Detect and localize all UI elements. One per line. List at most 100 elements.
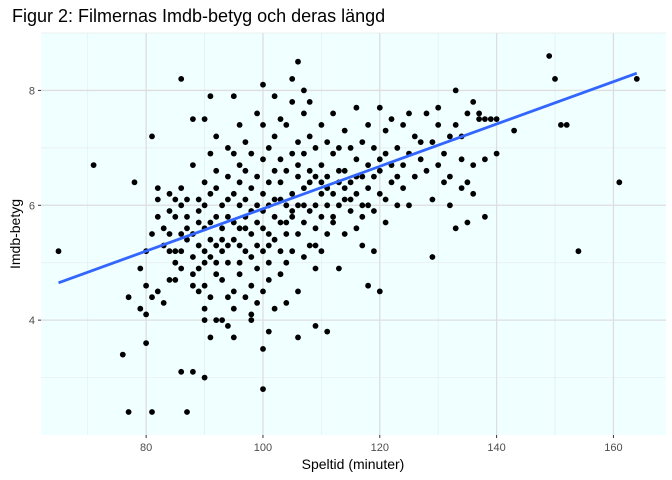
data-point <box>476 110 482 117</box>
data-point <box>388 179 395 186</box>
data-point <box>423 167 430 174</box>
chart-title: Figur 2: Filmernas Imdb-betyg och deras … <box>12 6 385 26</box>
data-point <box>271 133 278 140</box>
data-point <box>447 173 453 180</box>
data-point <box>213 271 220 278</box>
data-point <box>376 104 383 111</box>
data-point <box>201 374 208 381</box>
data-point <box>225 196 231 203</box>
y-axis-ticks: 4 6 8 <box>29 85 41 327</box>
data-point <box>260 190 266 197</box>
data-point <box>242 167 249 174</box>
data-point <box>318 179 325 186</box>
data-point <box>230 236 237 243</box>
x-tick-label: 80 <box>140 442 152 454</box>
data-point <box>195 219 202 226</box>
data-point <box>347 196 354 203</box>
data-point <box>400 122 406 128</box>
data-point <box>236 179 243 186</box>
plot-panel <box>41 33 666 435</box>
data-point <box>172 213 179 220</box>
data-point <box>225 242 231 249</box>
data-point <box>178 248 185 255</box>
data-point <box>330 219 336 226</box>
data-point <box>289 248 296 255</box>
data-point <box>254 242 260 249</box>
data-point <box>435 122 442 128</box>
data-point <box>184 213 190 220</box>
data-point <box>254 110 260 117</box>
data-point <box>172 196 179 203</box>
data-point <box>213 185 220 192</box>
data-point <box>289 99 296 105</box>
data-point <box>149 294 155 301</box>
data-point <box>371 145 377 151</box>
data-point <box>207 334 214 341</box>
data-point <box>312 202 319 209</box>
data-point <box>563 122 570 128</box>
data-point <box>125 294 132 301</box>
data-point <box>154 196 161 203</box>
data-point <box>476 116 482 122</box>
data-point <box>382 127 389 134</box>
data-point <box>283 219 290 226</box>
data-point <box>388 116 395 122</box>
data-point <box>376 156 383 163</box>
data-point <box>219 202 226 209</box>
data-point <box>260 248 266 255</box>
data-point <box>248 150 255 157</box>
data-point <box>219 225 226 232</box>
data-point <box>452 122 459 128</box>
data-point <box>154 185 161 192</box>
data-point <box>324 173 331 180</box>
data-point <box>435 104 442 111</box>
data-point <box>359 173 366 180</box>
data-point <box>201 259 208 266</box>
y-tick-label: 8 <box>29 85 35 97</box>
data-point <box>254 265 260 272</box>
data-point <box>242 294 249 301</box>
data-point <box>283 231 290 237</box>
y-tick-label: 6 <box>29 200 35 212</box>
data-point <box>225 173 231 180</box>
data-point <box>376 288 383 295</box>
data-point <box>452 87 459 94</box>
data-point <box>195 288 202 295</box>
data-point <box>301 202 307 209</box>
data-point <box>184 196 190 203</box>
data-point <box>178 185 185 192</box>
data-point <box>382 196 389 203</box>
data-point <box>301 254 307 260</box>
data-point <box>271 213 278 220</box>
data-point <box>242 248 249 255</box>
data-point <box>359 139 366 146</box>
data-point <box>149 409 155 415</box>
trend-line <box>58 71 638 285</box>
data-point <box>429 139 436 146</box>
data-point <box>347 179 354 186</box>
data-point <box>254 300 260 306</box>
data-point <box>575 248 582 255</box>
data-point <box>236 202 243 209</box>
data-point <box>341 231 348 237</box>
data-point <box>230 150 237 157</box>
data-point <box>295 139 301 146</box>
data-point <box>184 225 190 232</box>
data-point <box>207 93 214 100</box>
data-point <box>260 386 266 392</box>
data-point <box>353 225 360 232</box>
data-point <box>365 282 371 289</box>
data-point <box>230 190 237 197</box>
data-point <box>411 133 418 140</box>
data-point <box>166 190 173 197</box>
data-point <box>353 156 360 163</box>
data-point <box>166 277 173 283</box>
data-point <box>295 231 301 237</box>
data-point <box>207 236 214 243</box>
data-point <box>336 202 342 209</box>
data-point <box>260 81 266 88</box>
data-point <box>301 110 307 117</box>
data-point <box>271 236 278 243</box>
data-point <box>213 133 220 140</box>
data-point <box>236 225 243 232</box>
